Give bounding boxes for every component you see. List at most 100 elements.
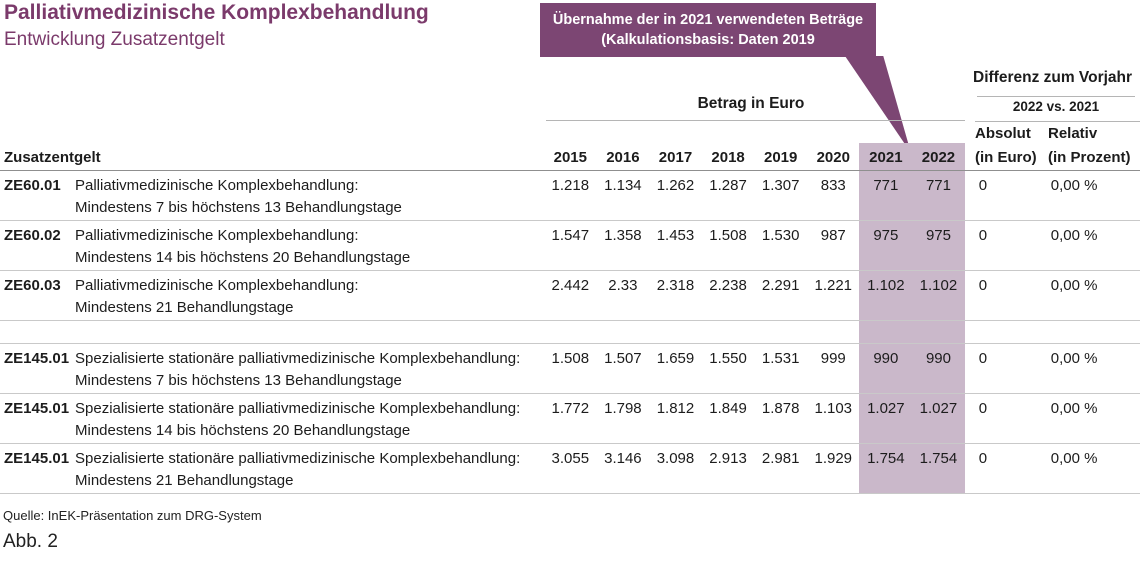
- source-note: Quelle: InEK-Präsentation zum DRG-System: [3, 508, 262, 523]
- relativ-header-line2: (in Prozent): [1048, 149, 1131, 166]
- year-header: 2017: [658, 149, 693, 166]
- absolut-value: 0: [978, 177, 988, 194]
- table-row: ZE60.02 Palliativmedizinische Komplexbeh…: [0, 221, 1140, 271]
- absolut-value: 0: [978, 277, 988, 294]
- year-value: 1.530: [761, 227, 800, 244]
- year-header: 2020: [816, 149, 850, 166]
- year-value: 1.134: [604, 177, 642, 194]
- row-description-line2: Mindestens 7 bis höchstens 13 Behandlung…: [75, 199, 402, 216]
- year-value: 990: [925, 350, 951, 367]
- zusatzentgelt-header: Zusatzentgelt: [4, 149, 101, 166]
- year-value: 1.754: [867, 450, 905, 467]
- year-value: 2.318: [656, 277, 695, 294]
- callout-box: Übernahme der in 2021 verwendeten Beträg…: [540, 3, 876, 57]
- row-description-line2: Mindestens 21 Behandlungstage: [75, 299, 294, 316]
- year-header: 2015: [553, 149, 587, 166]
- row-description: Spezialisierte stationäre palliativmediz…: [75, 348, 544, 393]
- year-value: 975: [925, 227, 951, 244]
- year-value: 1.453: [656, 227, 695, 244]
- relativ-value: 0,00 %: [1050, 177, 1098, 194]
- absolut-header-line1: Absolut: [975, 125, 1031, 142]
- year-value: 1.027: [867, 400, 905, 417]
- year-value: 1.508: [551, 350, 590, 367]
- table-row: ZE60.01 Palliativmedizinische Komplexbeh…: [0, 171, 1140, 221]
- year-value: 3.098: [656, 450, 695, 467]
- year-value: 2.238: [709, 277, 747, 294]
- absolut-header-line2: (in Euro): [975, 149, 1037, 166]
- row-description-line1: Palliativmedizinische Komplexbehandlung:: [75, 227, 359, 244]
- page-subtitle: Entwicklung Zusatzentgelt: [4, 29, 225, 50]
- row-description: Palliativmedizinische Komplexbehandlung:…: [75, 175, 544, 220]
- year-value: 999: [820, 350, 846, 367]
- absolut-value: 0: [978, 450, 988, 467]
- year-value: 1.102: [919, 277, 958, 294]
- relativ-value: 0,00 %: [1050, 227, 1098, 244]
- relativ-value: 0,00 %: [1050, 350, 1098, 367]
- year-value: 1.878: [761, 400, 800, 417]
- year-value: 1.547: [551, 227, 590, 244]
- table-row: ZE145.01 Spezialisierte stationäre palli…: [0, 394, 1140, 444]
- year-value: 990: [873, 350, 899, 367]
- table-spacer-row: [0, 321, 1140, 344]
- year-header: 2021: [869, 149, 903, 166]
- row-description-line1: Spezialisierte stationäre palliativmediz…: [75, 400, 521, 417]
- row-code: ZE60.02: [4, 227, 61, 244]
- zusatzentgelt-table: Zusatzentgelt 2015 2016 2017 2018 2019 2020 20…: [0, 143, 1140, 494]
- diff-header: Differenz zum Vorjahr: [973, 69, 1133, 86]
- diff-column-headers: Absolut (in Euro) Relativ (in Prozent): [975, 122, 1140, 170]
- betrag-in-euro-header: Betrag in Euro: [697, 95, 805, 112]
- row-description-line1: Palliativmedizinische Komplexbehandlung:: [75, 277, 359, 294]
- year-header: 2022: [921, 149, 956, 166]
- year-value: 1.027: [919, 400, 958, 417]
- year-value: 1.358: [604, 227, 642, 244]
- absolut-column-header: Absolut (in Euro): [975, 122, 1048, 170]
- year-value: 975: [873, 227, 899, 244]
- year-value: 2.291: [761, 277, 800, 294]
- year-value: 1.508: [709, 227, 747, 244]
- year-value: 2.913: [709, 450, 747, 467]
- table-row: ZE145.01 Spezialisierte stationäre palli…: [0, 344, 1140, 394]
- relativ-value: 0,00 %: [1050, 400, 1098, 417]
- year-value: 2.33: [608, 277, 638, 294]
- callout-line1: Übernahme der in 2021 verwendeten Beträg…: [552, 12, 864, 28]
- table-body: ZE60.01 Palliativmedizinische Komplexbeh…: [0, 171, 1140, 494]
- year-value: 1.849: [709, 400, 747, 417]
- highlight-columns-2021-2022: [859, 143, 965, 494]
- figure-label: Abb. 2: [3, 531, 58, 552]
- year-header: 2019: [763, 149, 798, 166]
- year-value: 771: [873, 177, 899, 194]
- year-value: 1.103: [814, 400, 853, 417]
- row-description-line1: Spezialisierte stationäre palliativmediz…: [75, 350, 521, 367]
- page-title: Palliativmedizinische Komplexbehandlung: [4, 1, 429, 24]
- row-code: ZE145.01: [4, 450, 70, 467]
- betrag-header-divider: [546, 120, 965, 121]
- row-description: Palliativmedizinische Komplexbehandlung:…: [75, 225, 544, 270]
- year-value: 2.981: [761, 450, 800, 467]
- row-description: Spezialisierte stationäre palliativmediz…: [75, 448, 544, 493]
- row-description-line1: Spezialisierte stationäre palliativmediz…: [75, 450, 521, 467]
- year-value: 2.442: [551, 277, 590, 294]
- relativ-column-header: Relativ (in Prozent): [1048, 122, 1140, 170]
- row-description-line2: Mindestens 21 Behandlungstage: [75, 472, 294, 489]
- year-header: 2016: [606, 149, 640, 166]
- year-value: 1.287: [709, 177, 747, 194]
- year-header: 2018: [711, 149, 745, 166]
- year-value: 1.221: [814, 277, 853, 294]
- row-code: ZE60.03: [4, 277, 61, 294]
- callout-line2: (Kalkulationsbasis: Daten 2019: [601, 32, 815, 48]
- relativ-value: 0,00 %: [1050, 450, 1098, 467]
- year-value: 1.507: [604, 350, 642, 367]
- year-value: 3.146: [604, 450, 642, 467]
- row-code: ZE145.01: [4, 400, 70, 417]
- row-description-line2: Mindestens 7 bis höchstens 13 Behandlung…: [75, 372, 402, 389]
- absolut-value: 0: [978, 227, 988, 244]
- year-value: 1.531: [761, 350, 800, 367]
- year-value: 1.218: [551, 177, 590, 194]
- row-description: Palliativmedizinische Komplexbehandlung:…: [75, 275, 544, 320]
- year-value: 833: [820, 177, 846, 194]
- year-value: 1.262: [656, 177, 695, 194]
- relativ-value: 0,00 %: [1050, 277, 1098, 294]
- year-value: 1.772: [551, 400, 590, 417]
- row-description-line1: Palliativmedizinische Komplexbehandlung:: [75, 177, 359, 194]
